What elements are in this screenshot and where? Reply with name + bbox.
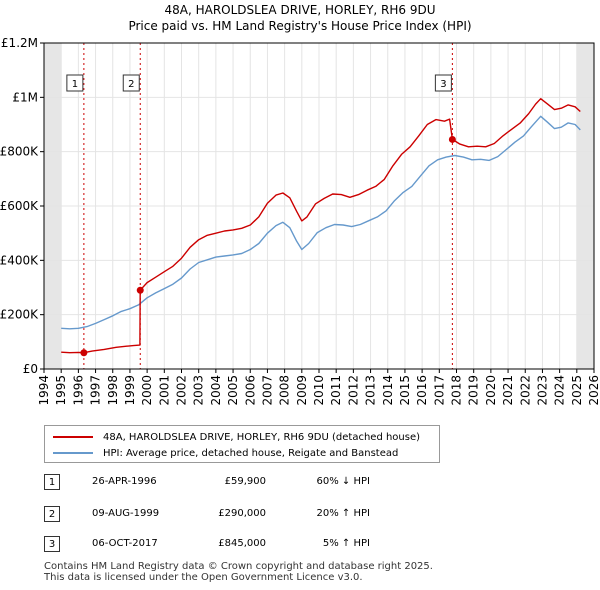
- x-tick-label: 2012: [346, 375, 360, 406]
- sale-label-box: [122, 74, 140, 92]
- legend: 48A, HAROLDSLEA DRIVE, HORLEY, RH6 9DU (…: [44, 425, 440, 463]
- sale-point: [448, 135, 456, 143]
- y-tick-label: £200K: [0, 308, 39, 322]
- legend-label-hpi: HPI: Average price, detached house, Reig…: [103, 447, 399, 459]
- x-tick-label: 2010: [312, 375, 326, 406]
- x-tick-label: 2011: [329, 375, 343, 406]
- chart-title: 48A, HAROLDSLEA DRIVE, HORLEY, RH6 9DU: [165, 3, 436, 17]
- x-tick-label: 2001: [157, 375, 171, 406]
- footer-attribution: Contains HM Land Registry data © Crown c…: [44, 561, 433, 583]
- x-tick-label: 2014: [381, 375, 395, 406]
- x-tick-label: 2016: [415, 375, 429, 406]
- y-tick-label: £1.2M: [1, 36, 38, 50]
- legend-item-property: 48A, HAROLDSLEA DRIVE, HORLEY, RH6 9DU (…: [53, 430, 420, 444]
- x-tick-label: 2020: [484, 375, 498, 406]
- x-tick-label: 2008: [278, 375, 292, 406]
- sale-date: 09-AUG-1999: [92, 508, 160, 519]
- sale-price: £59,900: [224, 476, 266, 487]
- sale-point: [136, 286, 144, 294]
- y-tick-label: £0: [23, 362, 38, 376]
- y-tick-label: £600K: [0, 199, 39, 213]
- x-tick-label: 2009: [295, 375, 309, 406]
- x-tick-label: 2015: [398, 375, 412, 406]
- sale-price: £290,000: [218, 508, 266, 519]
- x-tick-label: 1999: [123, 375, 137, 406]
- x-tick-label: 2007: [260, 375, 274, 406]
- legend-item-hpi: HPI: Average price, detached house, Reig…: [53, 446, 398, 460]
- sale-number-badge: 2: [44, 506, 60, 522]
- sale-row-3: 3 06-OCT-2017 £845,000 5% ↑ HPI: [0, 535, 600, 555]
- legend-swatch-hpi: [53, 452, 93, 454]
- y-tick-label: £800K: [0, 145, 39, 159]
- x-tick-label: 2021: [501, 375, 515, 406]
- footer-line-1: Contains HM Land Registry data © Crown c…: [44, 561, 433, 572]
- legend-label-property: 48A, HAROLDSLEA DRIVE, HORLEY, RH6 9DU (…: [103, 431, 421, 443]
- sale-date: 06-OCT-2017: [92, 538, 158, 549]
- sale-hpi-diff: 60% ↓ HPI: [316, 476, 370, 487]
- sale-row-1: 1 26-APR-1996 £59,900 60% ↓ HPI: [0, 473, 600, 493]
- sale-label-box: [434, 74, 452, 92]
- x-tick-label: 2022: [518, 375, 532, 406]
- sale-label-box: [66, 74, 84, 92]
- x-tick-label: 1994: [37, 375, 51, 406]
- x-tick-label: 1997: [89, 375, 103, 406]
- sale-label-text: 3: [440, 79, 446, 90]
- sale-number-badge: 1: [44, 474, 60, 490]
- sale-point: [80, 349, 88, 357]
- sale-price: £845,000: [218, 538, 266, 549]
- sale-hpi-diff: 20% ↑ HPI: [316, 508, 370, 519]
- series-line: [61, 98, 581, 354]
- x-tick-label: 2002: [175, 375, 189, 406]
- sale-label-text: 2: [128, 79, 134, 90]
- x-tick-label: 2026: [587, 375, 600, 406]
- sale-row-2: 2 09-AUG-1999 £290,000 20% ↑ HPI: [0, 505, 600, 525]
- y-tick-label: £1M: [12, 90, 38, 104]
- x-tick-label: 2000: [140, 375, 154, 406]
- x-tick-label: 2004: [209, 375, 223, 406]
- x-tick-label: 1998: [106, 375, 120, 406]
- x-tick-label: 1995: [54, 375, 68, 406]
- chart-subtitle: Price paid vs. HM Land Registry's House …: [128, 19, 471, 33]
- x-tick-label: 2024: [553, 375, 567, 406]
- x-tick-label: 2019: [467, 375, 481, 406]
- sale-label-text: 1: [72, 79, 78, 90]
- sale-date: 26-APR-1996: [92, 476, 157, 487]
- series-line: [61, 115, 581, 330]
- legend-swatch-property: [53, 436, 93, 438]
- sale-number-badge: 3: [44, 536, 60, 552]
- x-tick-label: 2018: [450, 375, 464, 406]
- x-tick-label: 2013: [364, 375, 378, 406]
- x-tick-label: 2005: [226, 375, 240, 406]
- price-chart: 48A, HAROLDSLEA DRIVE, HORLEY, RH6 9DU P…: [0, 3, 600, 406]
- x-tick-label: 2003: [192, 375, 206, 406]
- footer-line-2: This data is licensed under the Open Gov…: [44, 572, 363, 583]
- x-tick-label: 2025: [570, 375, 584, 406]
- x-tick-label: 2017: [432, 375, 446, 406]
- sale-hpi-diff: 5% ↑ HPI: [322, 538, 370, 549]
- x-tick-label: 2023: [535, 375, 549, 406]
- y-tick-label: £400K: [0, 253, 39, 267]
- x-tick-label: 2006: [243, 375, 257, 406]
- x-tick-label: 1996: [71, 375, 85, 406]
